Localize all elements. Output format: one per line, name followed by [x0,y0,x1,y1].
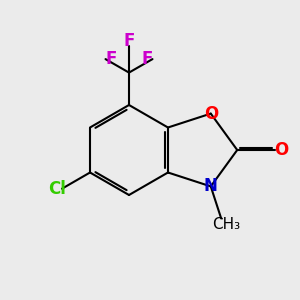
Text: N: N [204,177,218,195]
Text: CH₃: CH₃ [212,217,240,232]
Text: O: O [274,141,288,159]
Text: F: F [141,50,153,68]
Text: F: F [123,32,135,50]
Text: Cl: Cl [49,180,66,198]
Text: F: F [105,50,117,68]
Text: O: O [204,105,218,123]
